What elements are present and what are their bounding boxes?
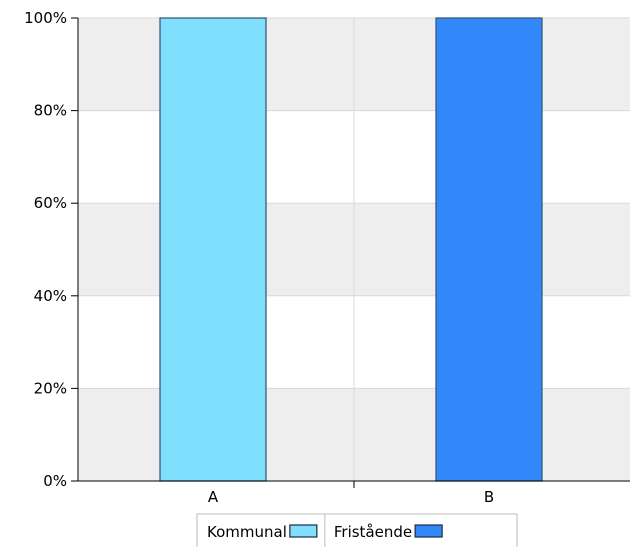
y-tick-label: 20%: [34, 379, 67, 397]
legend-label: Fristående: [334, 523, 412, 541]
x-tick-label: B: [484, 488, 494, 506]
legend-swatch: [289, 524, 318, 538]
y-tick-label: 80%: [34, 102, 67, 120]
bar: [159, 17, 267, 482]
bar: [435, 17, 543, 482]
x-tick-label: A: [208, 488, 219, 506]
legend-label: Kommunal: [207, 523, 287, 541]
y-tick-label: 0%: [43, 472, 67, 490]
legend-swatch: [414, 524, 443, 538]
y-tick-label: 60%: [34, 194, 67, 212]
legend-box: [196, 513, 518, 547]
y-tick-label: 40%: [34, 287, 67, 305]
bars: [159, 17, 543, 482]
y-axis-ticks: 0% 20% 40% 60% 80% 100%: [24, 9, 78, 490]
y-tick-label: 100%: [24, 9, 67, 27]
legend: Kommunal Fristående: [196, 513, 518, 547]
